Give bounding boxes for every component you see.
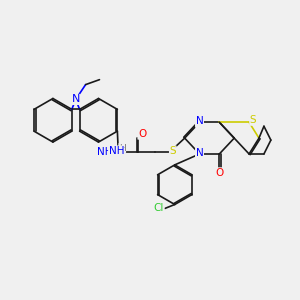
Text: NH: NH [109,146,124,156]
Text: H: H [119,143,126,152]
Text: S: S [250,115,256,125]
Text: NH: NH [97,147,112,157]
Text: N: N [196,117,203,127]
Text: N: N [196,149,203,159]
Text: O: O [138,129,146,139]
Text: N: N [196,148,203,158]
Text: Cl: Cl [154,203,164,214]
Text: N: N [196,116,203,126]
Text: S: S [169,146,176,156]
Text: O: O [215,168,224,178]
Text: N: N [71,94,80,104]
